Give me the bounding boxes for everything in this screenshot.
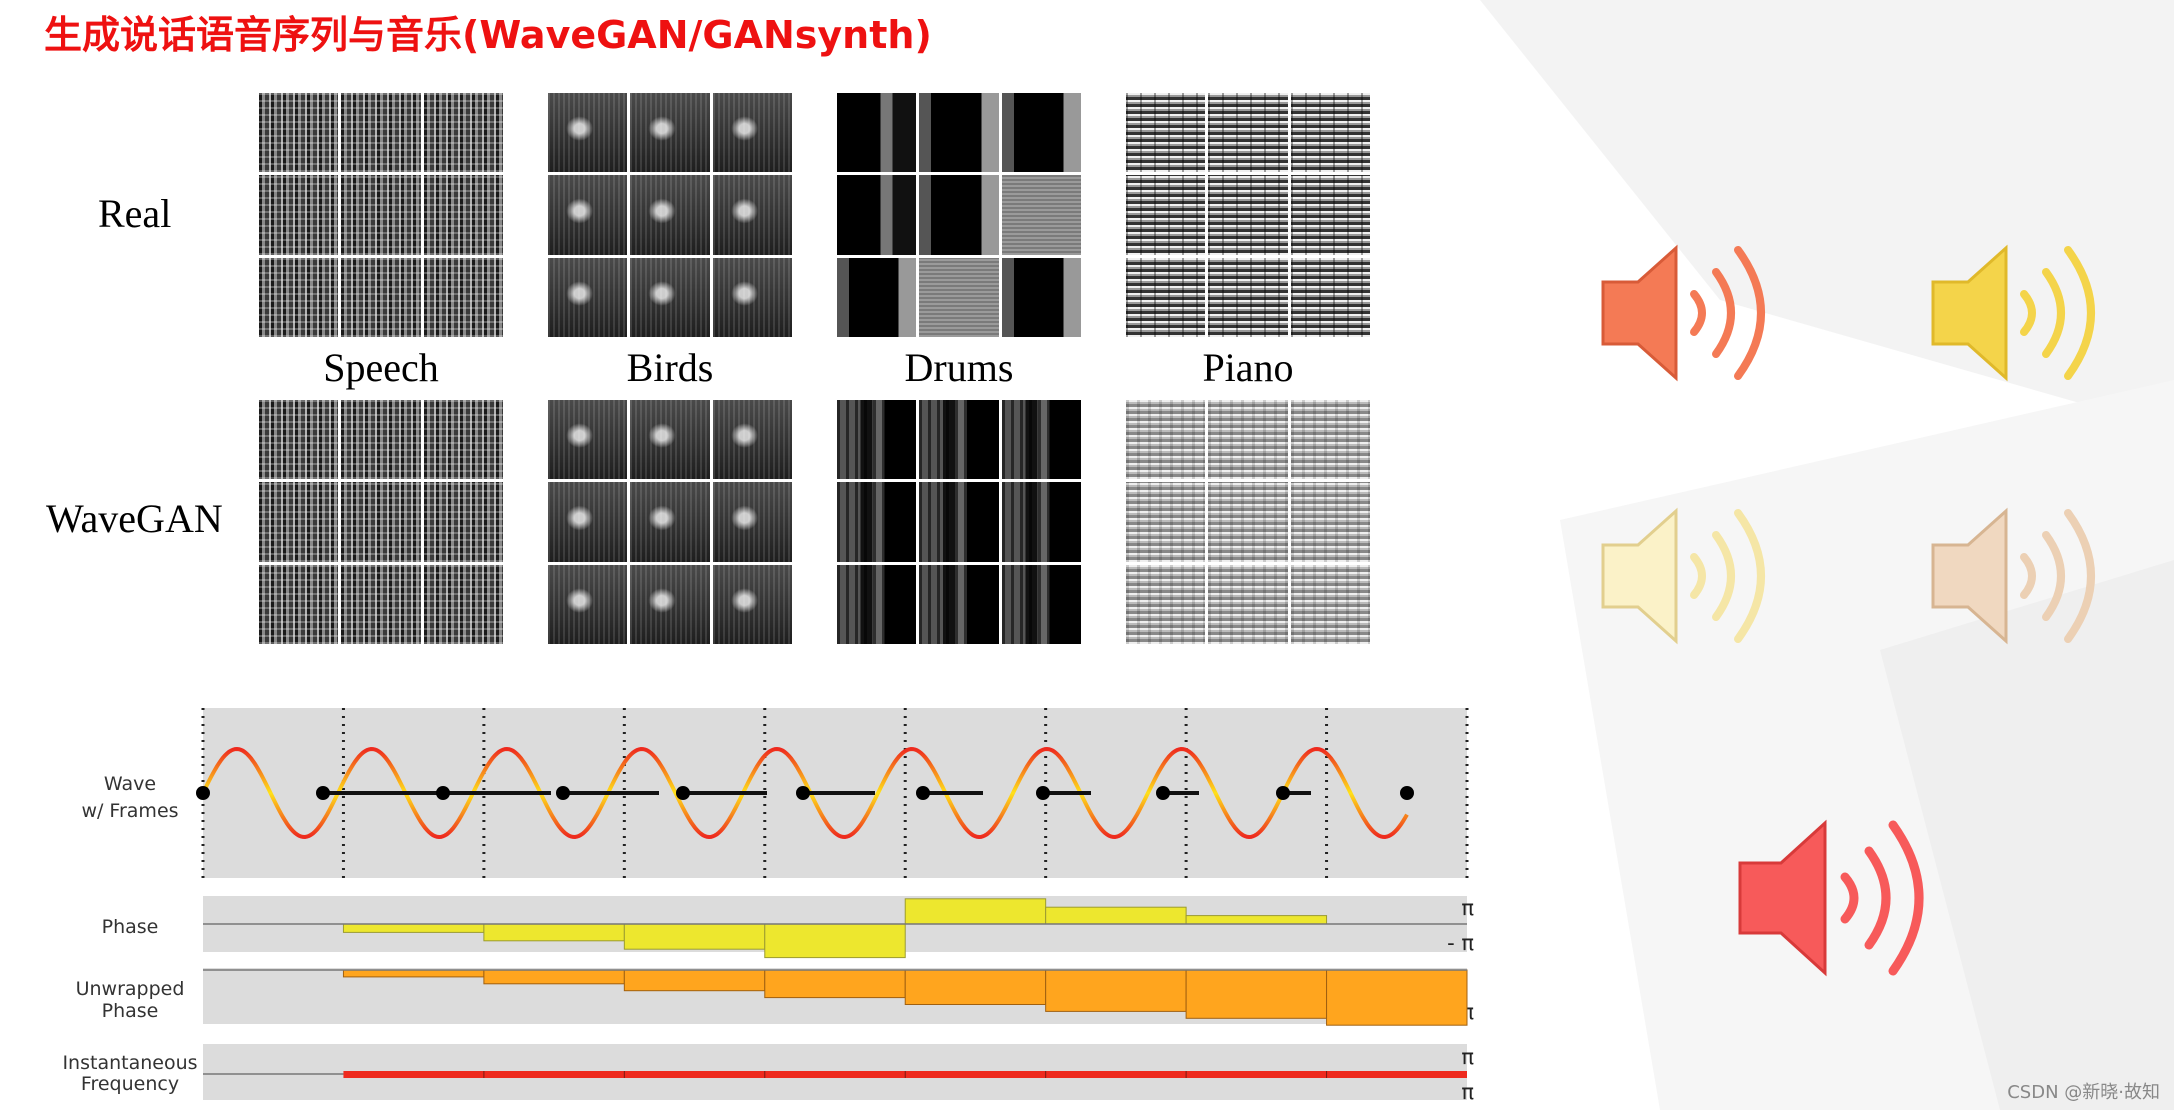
unwrapped-label-line2: Phase — [102, 1000, 159, 1022]
wavegan-speech-spectrograms — [259, 400, 503, 644]
phase-bar — [764, 923, 906, 959]
unwrapped-label: Unwrapped — [76, 978, 185, 1000]
unwrapped-bar — [904, 969, 1047, 1005]
frame-dot — [1036, 786, 1050, 800]
real-drums-spectrograms — [837, 93, 1081, 337]
frame-dot — [1276, 786, 1290, 800]
frame-dot — [916, 786, 930, 800]
unwrapped-bar — [623, 969, 766, 992]
phase-bar — [1185, 915, 1328, 925]
wavegan-birds-spectrograms — [548, 400, 792, 644]
watermark-text: CSDN @新晓·故知 — [2007, 1082, 2160, 1103]
frame-dot — [1156, 786, 1170, 800]
unwrapped-bar — [764, 969, 906, 999]
frame-dot — [1400, 786, 1414, 800]
unwrapped-bar — [1185, 969, 1328, 1019]
wave-label-line2: w/ Frames — [81, 800, 178, 822]
phase-tick-neg-pi: - π — [1447, 931, 1474, 955]
wave-label: Wave — [104, 773, 156, 795]
phase-label: Phase — [102, 916, 159, 938]
row-label-real: Real — [98, 191, 172, 236]
speaker-cream-icon[interactable] — [1598, 503, 1788, 653]
frame-dot — [436, 786, 450, 800]
phase-tick-pi: π — [1461, 896, 1474, 920]
unwrapped-bar — [1045, 969, 1187, 1012]
speaker-beige-icon[interactable] — [1928, 503, 2118, 653]
phase-bar — [483, 923, 625, 942]
unwrapped-bar — [483, 969, 625, 985]
wavegan-piano-spectrograms — [1126, 400, 1370, 644]
wavegan-drums-spectrograms — [837, 400, 1081, 644]
frame-dot — [196, 786, 210, 800]
speaker-red-icon[interactable] — [1735, 815, 1945, 985]
category-label-piano: Piano — [1202, 345, 1294, 390]
frame-dot — [316, 786, 330, 800]
category-label-speech: Speech — [323, 345, 439, 390]
real-birds-spectrograms — [548, 93, 792, 337]
frequency-tick-pi: π — [1461, 1045, 1474, 1069]
gansynth-phase-diagram: Wave w/ Frames Phase Unwrapped Phase Ins… — [40, 680, 1480, 1100]
frame-dot — [556, 786, 570, 800]
phase-bar — [342, 923, 485, 933]
real-speech-spectrograms — [259, 93, 503, 337]
unwrapped-bar — [1326, 969, 1468, 1026]
frame-dot — [796, 786, 810, 800]
phase-bar — [904, 898, 1047, 925]
phase-bar — [623, 923, 766, 950]
category-label-birds: Birds — [626, 345, 714, 390]
sine-wave — [201, 746, 1409, 840]
unwrapped-bar — [342, 969, 485, 978]
speaker-yellow-icon[interactable] — [1928, 240, 2118, 390]
frequency-label: Instantaneous — [62, 1052, 197, 1074]
frame-dot — [676, 786, 690, 800]
phase-bar — [1045, 906, 1187, 925]
real-piano-spectrograms — [1126, 93, 1370, 337]
speaker-orange-icon[interactable] — [1598, 240, 1788, 390]
page-title: 生成说话语音序列与音乐(WaveGAN/GANsynth) — [44, 13, 932, 57]
frequency-label-line2: Frequency — [81, 1073, 179, 1095]
row-label-wavegan: WaveGAN — [46, 496, 223, 541]
frequency-tick-pi-2: π — [1461, 1080, 1474, 1100]
category-label-drums: Drums — [904, 345, 1014, 390]
